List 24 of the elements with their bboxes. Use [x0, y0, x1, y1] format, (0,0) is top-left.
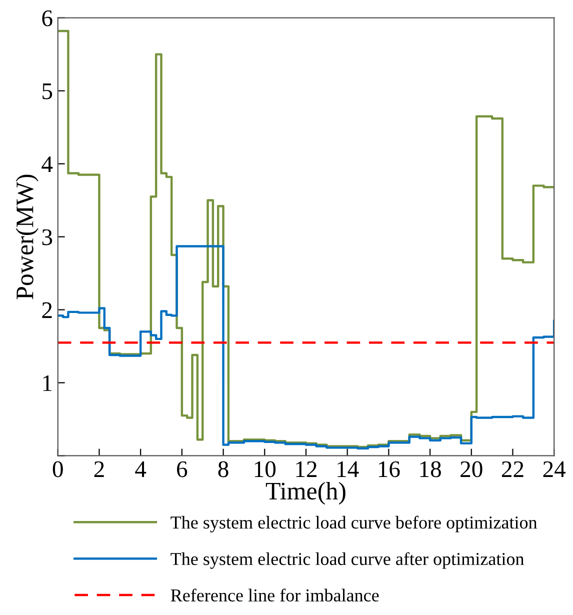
x-tick-label: 0	[52, 461, 63, 478]
x-tick-label: 18	[420, 461, 441, 478]
x-tick-label: 12	[296, 461, 316, 477]
legend-label: The system electric load curve before optimization	[170, 516, 538, 532]
x-tick-label: 6	[177, 461, 188, 478]
x-tick-label: 14	[338, 461, 359, 477]
legend-label: Reference line for imbalance	[170, 588, 379, 602]
y-tick-label: 5	[42, 84, 52, 100]
legend-label: The system electric load curve after optimization	[170, 552, 524, 569]
y-axis-title: Power(MW)	[16, 174, 38, 300]
y-tick-label: 4	[42, 156, 53, 172]
y-tick-label: 2	[42, 302, 52, 318]
x-tick-label: 10	[254, 461, 276, 478]
x-tick-label: 20	[460, 461, 482, 478]
x-tick-label: 8	[218, 461, 228, 478]
x-tick-label: 4	[135, 461, 146, 477]
y-tick-label: 1	[43, 375, 52, 391]
x-tick-label: 22	[502, 461, 524, 477]
y-tick-label: 6	[42, 10, 52, 26]
x-axis-title: Time(h)	[266, 482, 346, 505]
x-tick-label: 16	[378, 461, 400, 478]
x-tick-label: 24	[543, 461, 566, 477]
y-tick-label: 3	[42, 229, 52, 246]
x-tick-label: 2	[94, 461, 104, 477]
